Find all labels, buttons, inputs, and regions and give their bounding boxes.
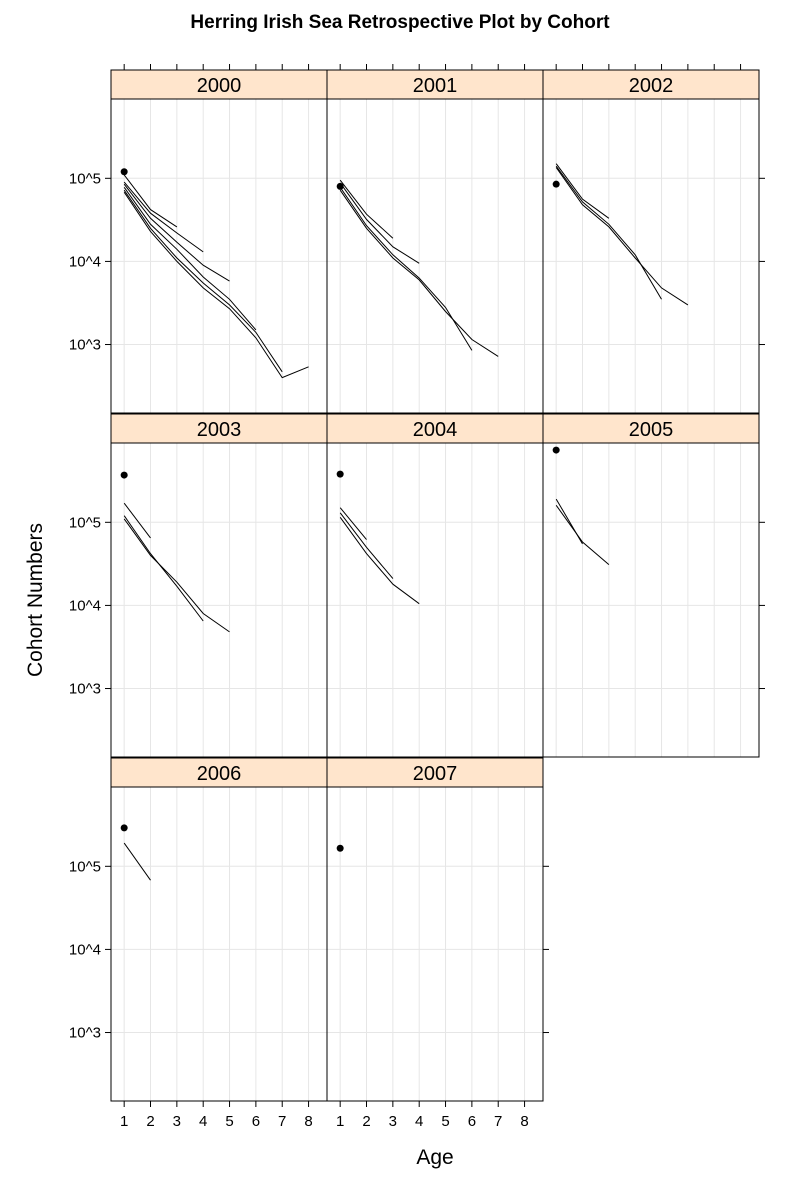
- observed-point: [552, 180, 560, 188]
- retro-series-line-4: [339, 189, 499, 357]
- panel-frame: [110, 442, 328, 758]
- y-tick-label: 10^5: [69, 858, 101, 875]
- panel-frame: [326, 98, 544, 414]
- panel-frame: [542, 98, 760, 414]
- x-tick-label: 3: [173, 1113, 181, 1130]
- panel-frame: [326, 442, 544, 758]
- panel-2004: 2004: [326, 413, 544, 758]
- panel-2005: 2005: [542, 413, 765, 758]
- retro-series-line-1: [555, 163, 610, 219]
- panel-frame: [110, 786, 328, 1102]
- panel-frame: [542, 442, 760, 758]
- retro-series-line-6: [123, 191, 309, 379]
- retro-series-line-2: [555, 165, 662, 300]
- observed-point: [120, 471, 128, 479]
- panel-strip: [110, 69, 328, 100]
- panel-2007: 2007 1 2 3 4 5 6 7 8: [326, 757, 549, 1130]
- x-tick-label: 4: [199, 1113, 207, 1130]
- retro-series-line-3: [123, 183, 230, 282]
- observed-point: [336, 844, 344, 852]
- panel-strip: [542, 69, 760, 100]
- retro-series-line-2: [123, 181, 204, 253]
- retro-series-line-3: [339, 517, 420, 605]
- retro-series-line-5: [123, 189, 283, 373]
- y-axis-title: Cohort Numbers: [24, 523, 47, 677]
- observed-point: [336, 182, 344, 190]
- panel-strip-label: 2003: [197, 419, 242, 441]
- retro-series-line-4: [123, 187, 257, 331]
- panel-strip: [326, 757, 544, 788]
- x-tick-label: 4: [415, 1113, 423, 1130]
- x-tick-label: 2: [146, 1113, 154, 1130]
- y-tick-label: 10^3: [69, 681, 101, 698]
- retro-series-line-2: [339, 512, 394, 579]
- retro-series-line-2: [339, 182, 420, 264]
- panel-grid: 2000 10^3 10^4 10^5 2001 2002 2003 10^3 10^4 10^5…: [69, 64, 765, 1130]
- y-tick-label: 10^4: [69, 941, 101, 958]
- retro-series-line-1: [339, 507, 367, 540]
- x-tick-label: 8: [304, 1113, 312, 1130]
- retro-series-line-3: [123, 518, 230, 633]
- x-tick-label: 6: [468, 1113, 476, 1130]
- panel-strip: [110, 757, 328, 788]
- x-tick-label: 7: [278, 1113, 286, 1130]
- panel-frame: [110, 98, 328, 414]
- observed-point: [120, 824, 128, 832]
- x-tick-label: 5: [225, 1113, 233, 1130]
- panel-strip-label: 2004: [413, 419, 458, 441]
- x-tick-label: 6: [252, 1113, 260, 1130]
- y-tick-label: 10^5: [69, 170, 101, 187]
- y-tick-label: 10^4: [69, 597, 101, 614]
- retro-series-line-2: [555, 505, 610, 565]
- retro-series-line-1: [123, 842, 151, 881]
- chart-title: Herring Irish Sea Retrospective Plot by …: [190, 12, 610, 33]
- x-axis-title: Age: [416, 1146, 453, 1169]
- x-tick-label: 3: [389, 1113, 397, 1130]
- retro-series-line-1: [123, 502, 151, 539]
- y-tick-label: 10^4: [69, 253, 101, 270]
- y-tick-label: 10^3: [69, 337, 101, 354]
- y-tick-label: 10^3: [69, 1025, 101, 1042]
- panel-frame: [326, 786, 544, 1102]
- panel-strip-label: 2000: [197, 75, 242, 97]
- retro-series-line-1: [339, 179, 394, 239]
- panel-strip-label: 2002: [629, 75, 674, 97]
- x-tick-label: 5: [441, 1113, 449, 1130]
- panel-strip-label: 2001: [413, 75, 458, 97]
- observed-point: [120, 168, 128, 176]
- panel-strip: [326, 69, 544, 100]
- panel-strip-label: 2006: [197, 763, 242, 785]
- panel-strip: [326, 413, 544, 444]
- panel-strip-label: 2005: [629, 419, 674, 441]
- panel-2003: 2003 10^3 10^4 10^5: [69, 413, 328, 758]
- panel-2002: 2002: [542, 64, 765, 414]
- x-tick-label: 2: [362, 1113, 370, 1130]
- panel-2000: 2000 10^3 10^4 10^5: [69, 64, 328, 414]
- retro-series-line-1: [123, 174, 178, 228]
- panel-2006: 2006 1 2 3 4 5 6 7 8 10^3 10^4 10^5: [69, 757, 328, 1130]
- observed-point: [336, 470, 344, 478]
- panel-2001: 2001: [326, 64, 544, 414]
- y-tick-label: 10^5: [69, 514, 101, 531]
- x-tick-label: 1: [120, 1113, 128, 1130]
- panel-strip: [110, 413, 328, 444]
- retro-series-line-3: [555, 167, 689, 306]
- retro-series-line-3: [339, 187, 473, 351]
- x-tick-label: 8: [520, 1113, 528, 1130]
- retro-series-line-2: [123, 515, 204, 622]
- observed-point: [552, 446, 560, 454]
- panel-strip: [542, 413, 760, 444]
- x-tick-label: 7: [494, 1113, 502, 1130]
- x-tick-label: 1: [336, 1113, 344, 1130]
- panel-strip-label: 2007: [413, 763, 458, 785]
